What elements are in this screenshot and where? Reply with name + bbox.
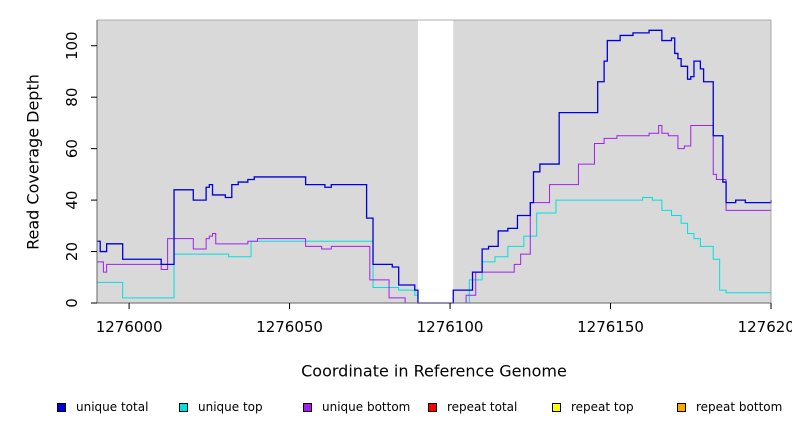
y-tick-label: 0 — [63, 298, 81, 308]
legend-label: repeat bottom — [696, 400, 783, 414]
legend-swatch — [677, 402, 686, 412]
legend-swatch — [57, 402, 66, 412]
series-line-unique-total — [97, 29, 772, 304]
x-tick-label: 1276100 — [417, 318, 484, 336]
x-tick-label: 1276000 — [96, 318, 163, 336]
legend-item: repeat total — [428, 400, 517, 414]
chart-legend: unique total unique top unique bottom repea… — [0, 400, 792, 420]
series-line-unique-top — [97, 197, 771, 304]
series-line-unique-bottom — [97, 124, 771, 304]
legend-item: repeat top — [552, 400, 634, 414]
legend-swatch — [179, 402, 188, 412]
y-tick-label: 40 — [63, 191, 81, 210]
legend-item: unique top — [179, 400, 263, 414]
legend-label: repeat total — [447, 400, 518, 414]
coverage-chart: 0 20 40 60 80 100 1276000 1276050 1276100 1276150… — [63, 19, 792, 336]
y-tick-label: 60 — [63, 139, 81, 158]
legend-label: repeat top — [571, 400, 634, 414]
y-axis-label: Read Coverage Depth — [23, 74, 43, 250]
legend-swatch — [552, 402, 561, 412]
y-tick-label: 100 — [63, 31, 81, 60]
legend-label: unique bottom — [322, 400, 411, 414]
legend-label: unique total — [76, 400, 149, 414]
x-tick-label: 1276200 — [738, 318, 792, 336]
legend-label: unique top — [198, 400, 263, 414]
legend-swatch — [303, 402, 312, 412]
legend-item: unique bottom — [303, 400, 410, 414]
y-tick-label: 20 — [63, 242, 81, 261]
x-tick-label: 1276050 — [256, 318, 323, 336]
legend-swatch — [428, 402, 437, 412]
gap-region — [417, 20, 454, 303]
x-axis-label: Coordinate in Reference Genome — [301, 361, 567, 381]
x-tick-label: 1276150 — [577, 318, 644, 336]
y-tick-label: 80 — [63, 88, 81, 107]
legend-item: repeat bottom — [677, 400, 782, 414]
legend-item: unique total — [57, 400, 148, 414]
